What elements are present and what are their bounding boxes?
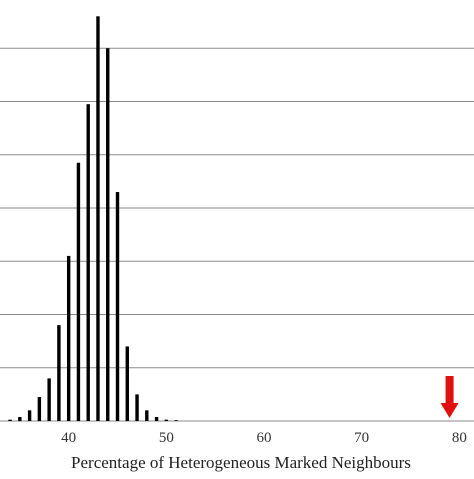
x-tick-label: 50 — [159, 430, 174, 446]
down-arrow-icon — [440, 376, 459, 418]
x-axis-label: Percentage of Heterogeneous Marked Neigh… — [71, 453, 411, 472]
bar — [47, 378, 51, 421]
bar — [86, 104, 90, 421]
bar — [27, 410, 32, 421]
arrow-shaft — [445, 376, 454, 404]
x-tick-label: 60 — [257, 430, 272, 446]
bar — [8, 419, 12, 421]
bar — [96, 16, 100, 422]
bar — [66, 255, 71, 421]
x-axis: 40 50 60 70 80 — [61, 430, 467, 446]
arrow-head — [440, 403, 459, 418]
bar — [135, 394, 139, 421]
annotation — [440, 376, 459, 418]
x-tick-label: 70 — [354, 430, 369, 446]
x-tick-label: 40 — [61, 430, 76, 446]
bar — [57, 325, 61, 421]
gridlines — [0, 47, 474, 422]
bar — [164, 419, 169, 421]
bar — [154, 417, 159, 421]
bar — [115, 192, 120, 421]
bar — [125, 346, 129, 421]
bar — [76, 162, 81, 422]
bar — [18, 417, 22, 421]
bar — [174, 420, 178, 421]
bar — [37, 397, 42, 421]
bars — [8, 16, 178, 422]
bar — [145, 410, 149, 421]
bar — [106, 48, 110, 421]
x-tick-label: 80 — [452, 430, 467, 446]
